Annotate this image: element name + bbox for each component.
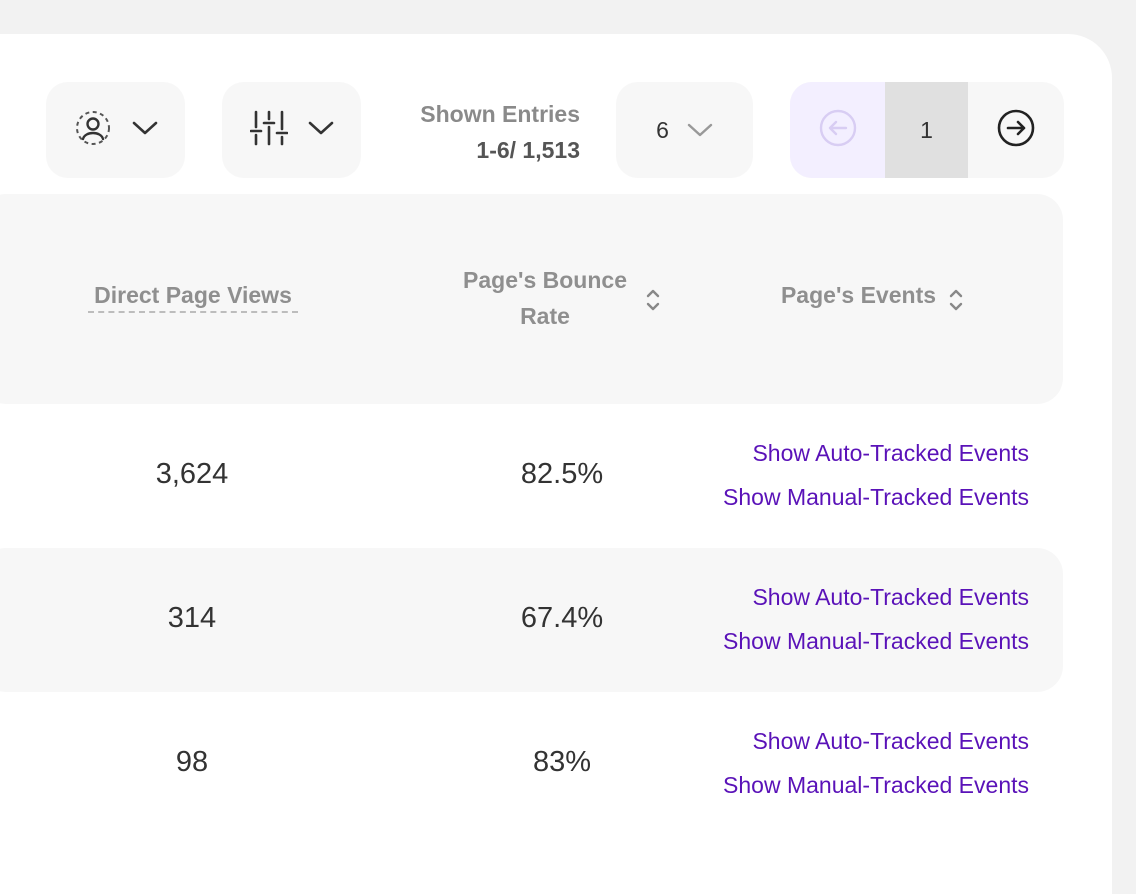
header-bounce-rate-line2: Rate [520, 303, 570, 329]
show-manual-tracked-events-link[interactable]: Show Manual-Tracked Events [723, 628, 1029, 654]
page-size-value: 6 [656, 116, 669, 143]
header-direct-page-views[interactable]: Direct Page Views [88, 282, 298, 313]
page-size-select[interactable]: 6 [616, 82, 753, 178]
shown-entries-count: 1-6/ 1,513 [476, 137, 580, 163]
header-bounce-rate-line1: Page's Bounce [463, 267, 627, 293]
shown-entries: Shown Entries 1-6/ 1,513 [380, 96, 580, 168]
events-links: Show Auto-Tracked Events Show Manual-Tra… [723, 719, 1029, 807]
current-page[interactable]: 1 [885, 82, 968, 178]
bounce-rate-cell: 67.4% [520, 602, 604, 634]
arrow-right-circle-icon [997, 109, 1035, 152]
chevron-down-icon [308, 120, 334, 141]
table-row [0, 548, 1063, 692]
bounce-rate-cell: 83% [532, 746, 592, 778]
chevron-down-icon [132, 120, 158, 141]
show-auto-tracked-events-link[interactable]: Show Auto-Tracked Events [752, 584, 1029, 610]
sort-icon[interactable] [645, 287, 661, 313]
user-dashed-icon [74, 109, 112, 152]
header-bounce-rate[interactable]: Page's Bounce Rate [450, 262, 640, 334]
direct-page-views-cell: 314 [167, 602, 217, 634]
table-header [0, 194, 1063, 404]
chevron-down-icon [687, 117, 713, 144]
show-manual-tracked-events-link[interactable]: Show Manual-Tracked Events [723, 772, 1029, 798]
events-links: Show Auto-Tracked Events Show Manual-Tra… [723, 431, 1029, 519]
header-page-events[interactable]: Page's Events [780, 282, 937, 308]
previous-page-button[interactable] [790, 82, 885, 178]
direct-page-views-cell: 3,624 [155, 458, 229, 490]
show-manual-tracked-events-link[interactable]: Show Manual-Tracked Events [723, 484, 1029, 510]
events-links: Show Auto-Tracked Events Show Manual-Tra… [723, 575, 1029, 663]
user-filter-dropdown[interactable] [46, 82, 185, 178]
sort-icon[interactable] [948, 287, 964, 313]
next-page-button[interactable] [968, 82, 1064, 178]
sliders-icon [249, 109, 288, 152]
arrow-left-circle-icon [819, 109, 857, 152]
direct-page-views-cell: 98 [175, 746, 209, 778]
bounce-rate-cell: 82.5% [520, 458, 604, 490]
pagination: 1 [790, 82, 1064, 178]
show-auto-tracked-events-link[interactable]: Show Auto-Tracked Events [752, 728, 1029, 754]
show-auto-tracked-events-link[interactable]: Show Auto-Tracked Events [752, 440, 1029, 466]
shown-entries-label: Shown Entries [420, 101, 580, 127]
column-filter-dropdown[interactable] [222, 82, 361, 178]
